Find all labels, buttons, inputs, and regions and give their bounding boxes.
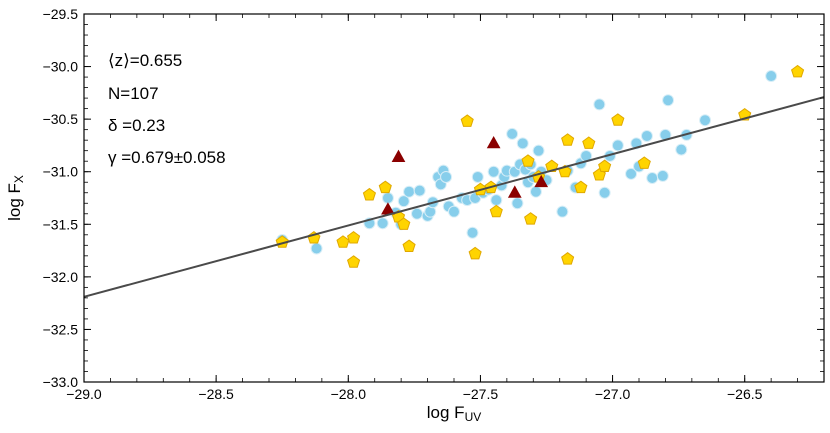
data-point-pentagon: [460, 114, 474, 127]
data-point-circle: [675, 143, 688, 156]
data-point-pentagon: [637, 156, 651, 169]
data-marks: [275, 64, 805, 268]
data-point-circle: [397, 195, 410, 208]
y-tick-label: −31.5: [43, 216, 79, 232]
data-point-circle: [556, 205, 569, 218]
plot-frame: [83, 13, 825, 383]
data-point-circle: [699, 114, 712, 127]
annotation-slope: γ =0.679±0.058: [108, 148, 226, 167]
y-tick-label: −30.5: [43, 111, 79, 127]
x-axis-label-sub: UV: [465, 410, 482, 424]
data-point-pentagon: [402, 239, 416, 252]
data-point-pentagon: [336, 235, 350, 248]
y-tick-label: −30.0: [43, 59, 79, 75]
data-point-pentagon: [346, 231, 361, 244]
x-tick-label: −29.0: [66, 386, 102, 402]
annotation-mean-redshift: ⟨z⟩=0.655: [108, 51, 182, 70]
data-point-triangle: [507, 185, 522, 198]
data-point-circle: [765, 70, 778, 83]
data-point-circle: [490, 194, 503, 207]
data-point-circle: [646, 172, 659, 185]
data-point-triangle: [486, 136, 501, 149]
x-tick-label: −26.5: [727, 386, 763, 402]
data-point-circle: [656, 169, 669, 182]
data-point-pentagon: [468, 246, 482, 260]
y-tick-label: −33.0: [43, 374, 79, 390]
data-point-circle: [516, 137, 529, 150]
data-point-circle: [376, 217, 389, 230]
data-point-circle: [662, 94, 675, 107]
data-point-circle: [381, 192, 394, 204]
x-tick-label: −28.0: [331, 386, 367, 402]
data-point-pentagon: [561, 252, 575, 265]
y-axis-label-main: log F: [5, 183, 24, 221]
data-point-pentagon: [561, 133, 575, 146]
data-point-circle: [529, 185, 542, 198]
axis-ticks: −29.0 −28.5 −28.0 −27.5 −27.0 −26.5 −33.0 −32.5…: [43, 6, 825, 402]
y-tick-label: −31.0: [43, 164, 79, 180]
y-axis-label: log FX: [5, 175, 26, 221]
fit-line: [83, 96, 825, 298]
plot-background: [84, 14, 824, 382]
data-point-circle: [466, 226, 479, 239]
x-tick-label: −28.5: [198, 386, 234, 402]
annotation-block: ⟨z⟩=0.655 N=107 δ =0.23 γ =0.679±0.058: [108, 51, 226, 167]
y-tick-label: −29.5: [43, 6, 79, 22]
data-point-triangle: [391, 149, 406, 162]
annotation-sample-size: N=107: [108, 84, 159, 103]
x-tick-label: −27.5: [463, 386, 499, 402]
data-point-pentagon: [521, 154, 535, 167]
data-point-circle: [506, 127, 519, 140]
x-axis-label-main: log F: [427, 403, 465, 422]
data-point-circle: [413, 184, 426, 197]
data-point-triangle: [534, 174, 549, 188]
data-point-circle: [471, 170, 484, 183]
data-point-circle: [487, 165, 500, 178]
data-point-circle: [310, 242, 323, 255]
x-tick-label: −27.0: [595, 386, 631, 402]
data-point-pentagon: [524, 212, 538, 225]
data-point-pentagon: [346, 255, 361, 268]
y-tick-label: −32.5: [43, 321, 79, 337]
data-point-pentagon: [582, 136, 596, 149]
data-point-pentagon: [378, 180, 392, 194]
data-point-circle: [403, 185, 416, 198]
data-point-circle: [411, 207, 423, 220]
y-tick-label: −32.0: [43, 269, 79, 285]
data-point-circle: [640, 129, 653, 142]
data-point-circle: [625, 167, 638, 180]
fit-line-group: [83, 96, 825, 298]
data-point-circle: [440, 170, 453, 183]
x-axis-label: log FUV: [427, 403, 481, 424]
data-point-pentagon: [362, 187, 377, 201]
data-point-circle: [598, 186, 611, 199]
data-point-circle: [593, 98, 606, 111]
y-axis-label-sub: X: [12, 175, 26, 183]
data-point-circle: [611, 139, 624, 152]
data-point-pentagon: [598, 159, 612, 173]
data-point-circle: [511, 197, 524, 210]
annotation-dispersion: δ =0.23: [108, 116, 165, 135]
data-point-circle: [448, 205, 460, 218]
data-point-pentagon: [489, 204, 503, 218]
data-point-pentagon: [611, 113, 625, 126]
data-point-pentagon: [574, 180, 588, 194]
data-point-pentagon: [790, 64, 805, 78]
data-point-circle: [532, 144, 545, 157]
data-point-pentagon: [397, 217, 411, 230]
